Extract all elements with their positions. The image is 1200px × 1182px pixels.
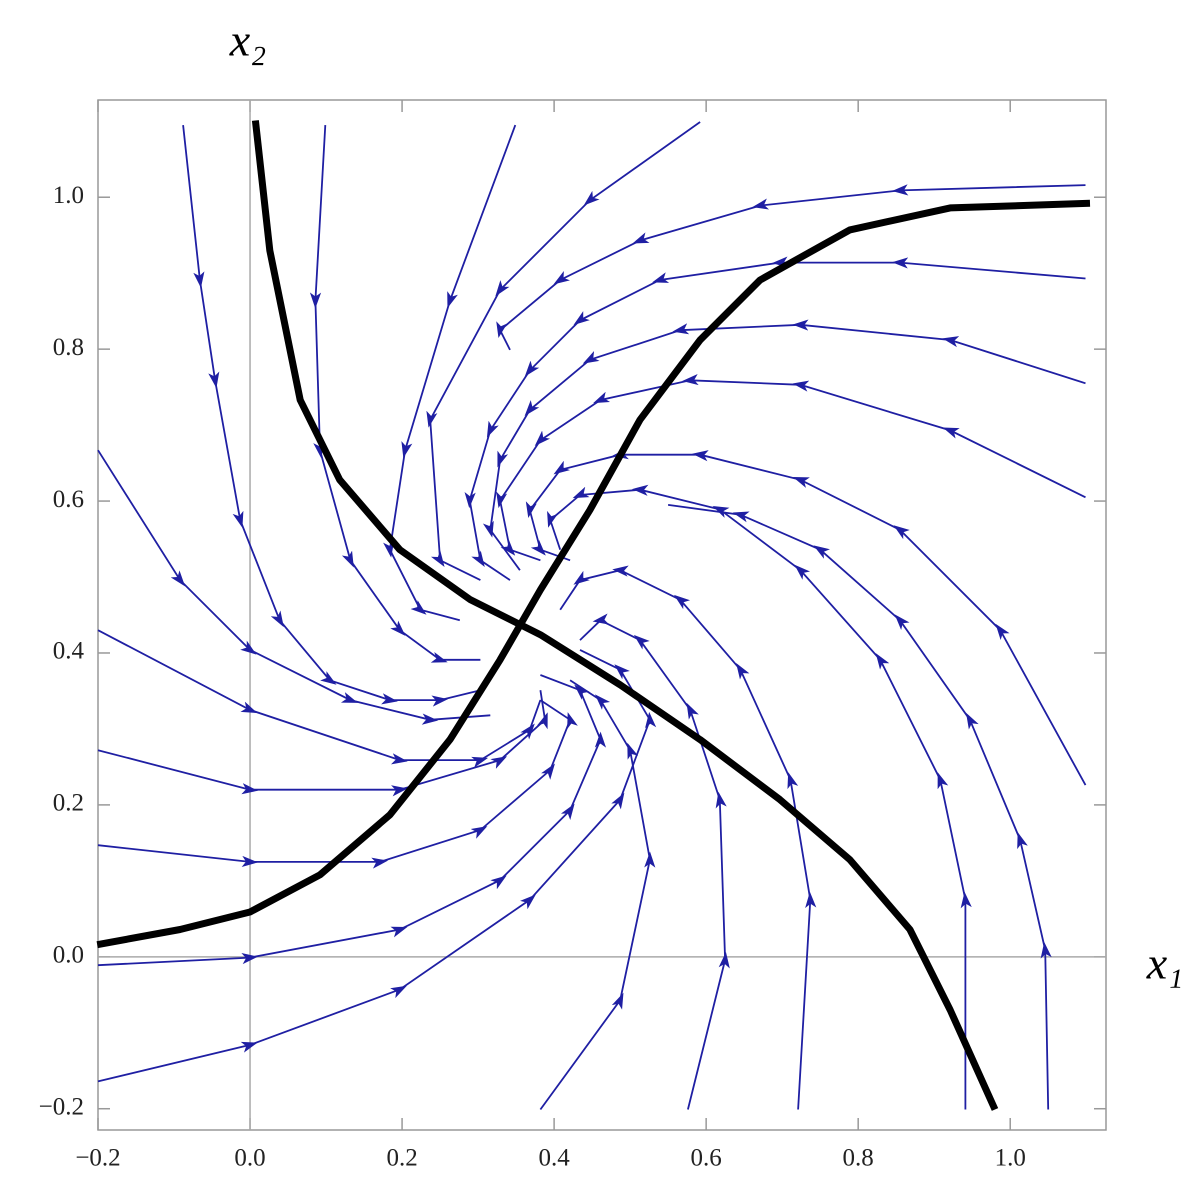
x-tick-label: 0.0: [234, 1145, 265, 1172]
streamline: [496, 374, 1086, 562]
streamline: [383, 124, 517, 622]
x-tick-label: −0.2: [75, 1145, 120, 1172]
streamline: [539, 679, 656, 1111]
y-tick-label: 0.6: [53, 486, 84, 513]
y-tick-label: 1.0: [53, 182, 84, 209]
streamline: [97, 674, 607, 967]
x-tick-label: 0.2: [386, 1145, 417, 1172]
x-tick-label: 1.0: [995, 1145, 1026, 1172]
streamline: [579, 613, 730, 1110]
y-tick-label: 0.2: [53, 790, 84, 817]
streamline: [482, 319, 1086, 571]
x-tick-label: 0.6: [691, 1145, 722, 1172]
y-tick-label: 0.4: [53, 638, 85, 665]
streamline: [559, 565, 817, 1110]
x-tick-label: 0.8: [843, 1145, 874, 1172]
streamline: [426, 121, 701, 581]
y-tick-label: 0.0: [53, 942, 84, 969]
x-axis-title: x₁: [1146, 938, 1183, 989]
streamline: [309, 125, 481, 663]
streamline: [547, 484, 972, 1110]
plot-frame: [97, 99, 1107, 1131]
x-tick-label: 0.4: [538, 1145, 570, 1172]
streamline: [97, 690, 548, 797]
streamline: [667, 504, 1052, 1110]
streamline: [525, 448, 1087, 786]
nullcline: [251, 120, 999, 1111]
y-axis-title: x₂: [229, 15, 266, 66]
y-tick-label: −0.2: [39, 1093, 84, 1120]
streamline: [97, 699, 578, 869]
streamline: [97, 649, 657, 1083]
streamline: [464, 256, 1086, 581]
y-tick-label: 0.8: [53, 334, 84, 361]
nullcline: [96, 199, 1091, 949]
streamline: [97, 449, 491, 725]
